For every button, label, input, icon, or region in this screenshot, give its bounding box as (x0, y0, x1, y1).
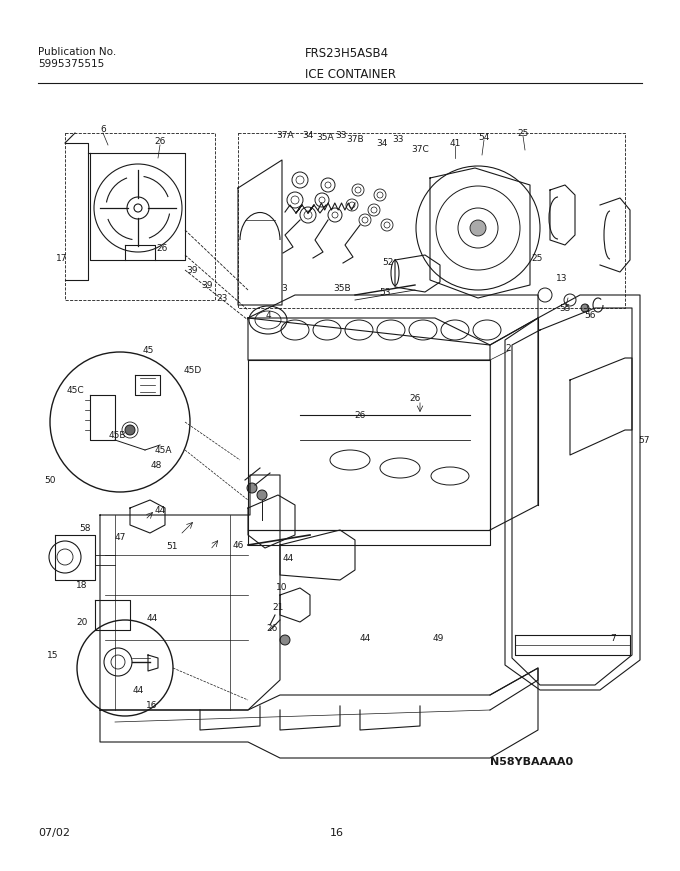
Text: 54: 54 (478, 132, 490, 141)
Circle shape (125, 425, 135, 435)
Text: 37A: 37A (276, 131, 294, 139)
Text: 2: 2 (505, 343, 511, 353)
Text: 41: 41 (449, 138, 460, 147)
Text: ICE CONTAINER: ICE CONTAINER (305, 68, 396, 81)
Text: 16: 16 (146, 700, 158, 710)
Text: 37B: 37B (346, 136, 364, 145)
Text: N58YBAAAA0: N58YBAAAA0 (490, 757, 573, 767)
Text: 45C: 45C (66, 386, 84, 395)
Text: 16: 16 (330, 828, 344, 838)
Circle shape (257, 490, 267, 500)
Text: 39: 39 (201, 280, 213, 289)
Text: 35A: 35A (316, 133, 334, 143)
Text: 15: 15 (47, 651, 58, 659)
Text: 26: 26 (156, 244, 168, 253)
Text: 26: 26 (267, 624, 277, 632)
Text: 35B: 35B (333, 283, 351, 293)
Text: 49: 49 (432, 633, 443, 643)
Text: 47: 47 (114, 532, 126, 542)
Text: 6: 6 (100, 125, 106, 134)
Text: 26: 26 (354, 410, 366, 420)
Text: 34: 34 (376, 138, 388, 147)
Text: 45: 45 (142, 346, 154, 354)
Text: 44: 44 (133, 685, 143, 694)
Text: 39: 39 (186, 266, 198, 274)
Text: 17: 17 (56, 253, 68, 262)
Text: 20: 20 (76, 618, 88, 626)
Text: 37C: 37C (411, 145, 429, 154)
Text: 52: 52 (382, 258, 394, 267)
Text: 34: 34 (303, 131, 313, 139)
Text: 51: 51 (166, 542, 177, 550)
Text: 10: 10 (276, 583, 288, 591)
Text: 3: 3 (281, 283, 287, 293)
Text: 7: 7 (610, 633, 616, 643)
Text: 33: 33 (335, 131, 347, 139)
Text: 45A: 45A (154, 445, 172, 455)
Text: 21: 21 (272, 603, 284, 611)
Text: 44: 44 (359, 633, 371, 643)
Text: 45B: 45B (108, 430, 126, 440)
Text: 44: 44 (146, 613, 158, 623)
Text: 46: 46 (233, 541, 243, 550)
Text: 5995375515: 5995375515 (38, 59, 104, 69)
Text: 45D: 45D (184, 366, 202, 375)
Text: 4: 4 (265, 310, 271, 320)
Circle shape (247, 483, 257, 493)
Text: 13: 13 (556, 273, 568, 282)
Text: 55: 55 (559, 303, 571, 313)
Circle shape (280, 635, 290, 645)
Text: 44: 44 (282, 553, 294, 563)
Text: 33: 33 (392, 136, 404, 145)
Text: 48: 48 (150, 461, 162, 469)
Text: 23: 23 (216, 294, 228, 302)
Text: 25: 25 (531, 253, 543, 262)
Circle shape (581, 304, 589, 312)
Text: 25: 25 (517, 129, 528, 138)
Text: 44: 44 (154, 505, 166, 515)
Text: 50: 50 (44, 476, 56, 484)
Text: 26: 26 (409, 394, 421, 402)
Text: FRS23H5ASB4: FRS23H5ASB4 (305, 47, 389, 60)
Text: 07/02: 07/02 (38, 828, 70, 838)
Text: Publication No.: Publication No. (38, 47, 116, 57)
Text: 18: 18 (76, 580, 88, 590)
Text: 57: 57 (639, 436, 650, 444)
Text: 58: 58 (80, 523, 90, 532)
Circle shape (470, 220, 486, 236)
Text: 56: 56 (584, 310, 596, 320)
Text: 26: 26 (154, 138, 166, 146)
Text: 53: 53 (379, 287, 391, 296)
